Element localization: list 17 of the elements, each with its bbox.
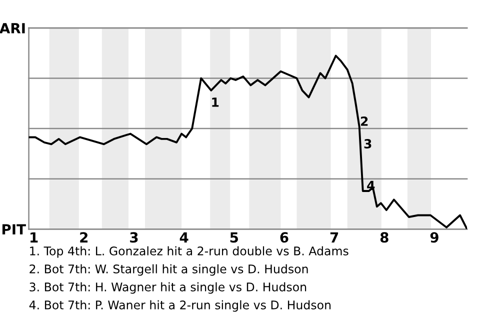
x-tick-label: 6 xyxy=(280,232,288,243)
annotation: 3 xyxy=(364,139,372,149)
text: 2. Bot 7th: W. Stargell hit a single vs D. Hudson xyxy=(30,264,308,276)
x-tick-label: 5 xyxy=(230,232,238,243)
x-tick-label: 7 xyxy=(330,232,338,242)
x-tick-label: 9 xyxy=(430,232,438,243)
x-tick-label: 2 xyxy=(80,232,88,242)
text: 3. Bot 7th: H. Wagner hit a single vs D. Hudson xyxy=(30,282,306,294)
annotation: 1 xyxy=(212,98,219,107)
x-tick-label: 3 xyxy=(130,232,138,243)
text: 4. Bot 7th: P. Waner hit a 2-run single vs D. Hudson xyxy=(29,300,331,312)
ref-line-label: PIT xyxy=(2,224,26,234)
text: 1. Top 4th: L. Gonzalez hit a 2-run double vs B. Adams xyxy=(30,246,348,258)
annotation: 2 xyxy=(361,116,368,126)
x-tick-label: 8 xyxy=(380,232,388,243)
x-tick-label: 1 xyxy=(30,232,38,242)
x-tick-label: 4 xyxy=(180,232,188,242)
